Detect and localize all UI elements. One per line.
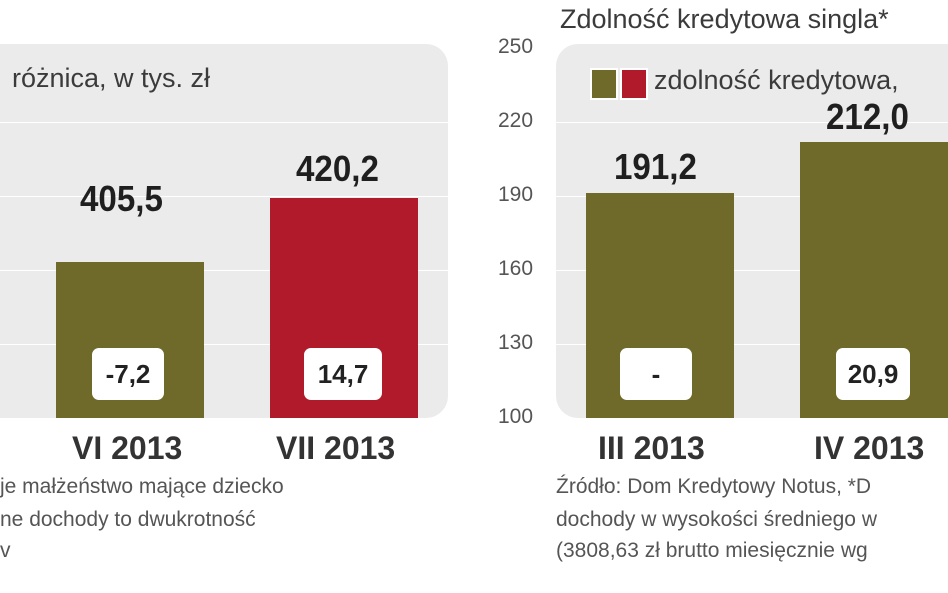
category-label-vi-2013: VI 2013 (72, 430, 183, 466)
left-unit-label: różnica, w tys. zł (12, 63, 211, 93)
category-label-iv-2013: IV 2013 (814, 430, 925, 466)
legend-swatch-red (620, 68, 648, 100)
left-gridline (0, 122, 448, 123)
y-tick-label: 160 (498, 257, 534, 280)
right-gridline (556, 122, 948, 123)
left-footnote-line: v (0, 539, 11, 562)
diff-box-vi-2013: -7,2 (92, 348, 164, 400)
left-gridline (0, 196, 448, 197)
value-label-iv-2013: 212,0 (826, 96, 909, 137)
right-footnote-line: (3808,63 zł brutto miesięcznie wg (556, 539, 868, 562)
right-chart-title: Zdolność kredytowa singla* (560, 4, 889, 34)
right-gridline (556, 196, 948, 197)
left-gridline (0, 344, 448, 345)
y-tick-label: 250 (498, 35, 534, 58)
right-gridline (556, 270, 948, 271)
value-label-iii-2013: 191,2 (614, 146, 697, 187)
category-label-vii-2013: VII 2013 (276, 430, 396, 466)
diff-box-iii-2013: - (620, 348, 692, 400)
left-footnote-line: ne dochody to dwukrotność (0, 508, 256, 531)
y-tick-label: 100 (498, 405, 534, 428)
y-tick-label: 190 (498, 183, 534, 206)
left-footnote-line: je małżeństwo mające dziecko (0, 475, 284, 498)
right-footnote-line: Źródło: Dom Kredytowy Notus, *D (556, 475, 872, 498)
legend-label: zdolność kredytowa, (654, 65, 899, 95)
legend-swatch-olive (590, 68, 618, 100)
value-label-vii-2013: 420,2 (296, 148, 379, 189)
value-label-vi-2013: 405,5 (80, 178, 163, 219)
diff-box-iv-2013: 20,9 (836, 348, 910, 400)
right-gridline (556, 344, 948, 345)
y-tick-label: 130 (498, 331, 534, 354)
y-tick-label: 220 (498, 109, 534, 132)
right-footnote-line: dochody w wysokości średniego w (556, 508, 877, 531)
category-label-iii-2013: III 2013 (598, 430, 705, 466)
diff-box-vii-2013: 14,7 (304, 348, 382, 400)
left-gridline (0, 270, 448, 271)
